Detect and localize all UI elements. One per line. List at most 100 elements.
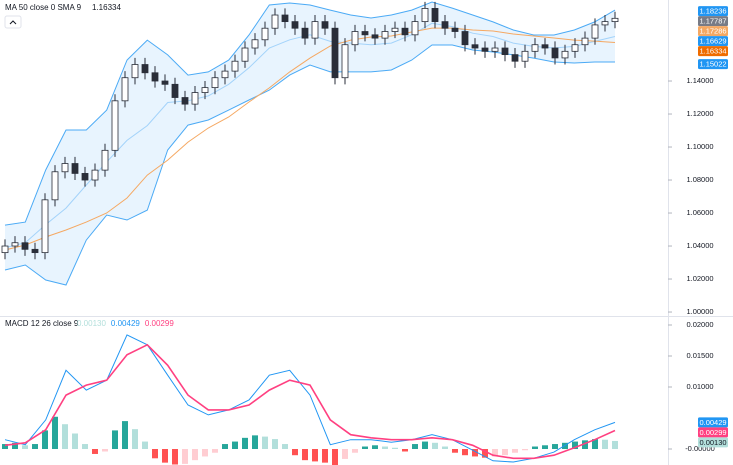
collapse-button[interactable]: [4, 15, 22, 29]
candle-body: [1, 245, 9, 254]
chevron-icon[interactable]: [9, 20, 17, 25]
histogram-bar: [332, 449, 338, 465]
price-badge-label: 1.16629: [699, 37, 726, 46]
price-badge: [698, 437, 728, 448]
histogram-bar: [612, 440, 618, 450]
price-badge: [698, 46, 728, 57]
price-badge-label: 1.18236: [699, 7, 726, 16]
histogram-bar: [352, 449, 358, 453]
candle-body: [81, 173, 89, 181]
histogram-bar: [542, 445, 548, 450]
candle-body: [161, 80, 169, 85]
ma-line: [4, 27, 616, 251]
histogram-bar: [512, 449, 518, 453]
candle-body: [361, 31, 369, 36]
histogram-bar: [22, 445, 28, 450]
histogram-bar: [302, 449, 308, 461]
macd-legend-value: 0.00429: [111, 319, 140, 328]
histogram-bar: [272, 439, 278, 450]
candle-body: [191, 92, 199, 105]
candle-body: [271, 14, 279, 29]
candle-body: [461, 31, 469, 46]
price-badge: [698, 36, 728, 47]
price-badge: [698, 59, 728, 70]
y-tick-label: 1.06000: [686, 208, 713, 217]
histogram-bar: [442, 446, 448, 450]
signal-line: [4, 343, 616, 460]
histogram-bar: [552, 444, 558, 450]
candle-body: [241, 47, 249, 62]
histogram-bar: [162, 449, 168, 463]
histogram-bar: [322, 449, 328, 463]
candle-body: [421, 8, 429, 23]
histogram-bar: [402, 449, 408, 452]
y-tick-label: 1.12000: [686, 109, 713, 118]
candle-body: [441, 21, 449, 29]
histogram-bar: [262, 436, 268, 450]
histogram-bar: [132, 429, 138, 450]
candle-body: [111, 100, 119, 151]
histogram-bar: [152, 449, 158, 459]
candle-body: [151, 72, 159, 82]
histogram-bar: [522, 449, 528, 451]
candle-body: [321, 21, 329, 29]
candle-body: [471, 44, 479, 49]
y-tick-label: 0.01500: [686, 351, 713, 360]
candle-body: [141, 64, 149, 74]
macd-legend-label: MACD 12 26 close 9: [5, 319, 79, 328]
price-badge-label: 0.00130: [699, 438, 726, 447]
histogram-bar: [232, 441, 238, 450]
y-tick-label: 0.02000: [686, 320, 713, 329]
histogram-bar: [412, 444, 418, 450]
candle-body: [331, 27, 339, 79]
ma-legend-label: MA 50 close 0 SMA 9: [5, 3, 82, 12]
histogram-bar: [602, 439, 608, 450]
histogram-bar: [362, 446, 368, 450]
candle-body: [481, 47, 489, 52]
histogram-bar: [42, 430, 48, 450]
histogram-bar: [482, 449, 488, 458]
candle-body: [211, 77, 219, 89]
histogram-bar: [172, 449, 178, 465]
y-tick-label: 1.04000: [686, 241, 713, 250]
candle-body: [431, 8, 439, 23]
candle-body: [251, 39, 259, 49]
histogram-bar: [112, 430, 118, 450]
price-badge: [698, 16, 728, 27]
y-tick-label: 1.10000: [686, 142, 713, 151]
histogram-bar: [282, 444, 288, 450]
histogram-bar: [252, 435, 258, 450]
candle-body: [501, 47, 509, 56]
ma-legend-value: 1.16334: [92, 3, 121, 12]
histogram-bar: [62, 424, 68, 450]
button-frame[interactable]: [4, 15, 22, 29]
candle-body: [391, 27, 399, 32]
candle-body: [291, 21, 299, 29]
histogram-bar: [532, 446, 538, 450]
candle-body: [571, 44, 579, 52]
candle-body: [281, 14, 289, 23]
candle-body: [371, 34, 379, 39]
histogram-bar: [222, 444, 228, 450]
histogram-bar: [382, 446, 388, 450]
histogram-bar: [212, 449, 218, 453]
candle-body: [541, 44, 549, 49]
candle-body: [351, 31, 359, 46]
macd-legend-value: 0.00130: [77, 319, 106, 328]
candle-body: [71, 163, 79, 174]
histogram-bar: [572, 441, 578, 450]
histogram-bar: [462, 449, 468, 456]
candle-body: [311, 21, 319, 39]
bollinger-upper: [4, 1, 616, 226]
candle-body: [11, 242, 19, 247]
price-badge-label: 1.15022: [699, 60, 726, 69]
candle-body: [231, 60, 239, 72]
histogram-bar: [52, 416, 58, 450]
histogram-bar: [192, 449, 198, 461]
price-badge-label: 1.17787: [699, 17, 726, 26]
candle-body: [401, 27, 409, 36]
histogram-bar: [202, 449, 208, 457]
histogram-bar: [142, 441, 148, 450]
histogram-bar: [92, 449, 98, 454]
price-axis: 1.14000 1.12000 1.10000 1.08000 1.06000 1.040…: [668, 6, 728, 453]
